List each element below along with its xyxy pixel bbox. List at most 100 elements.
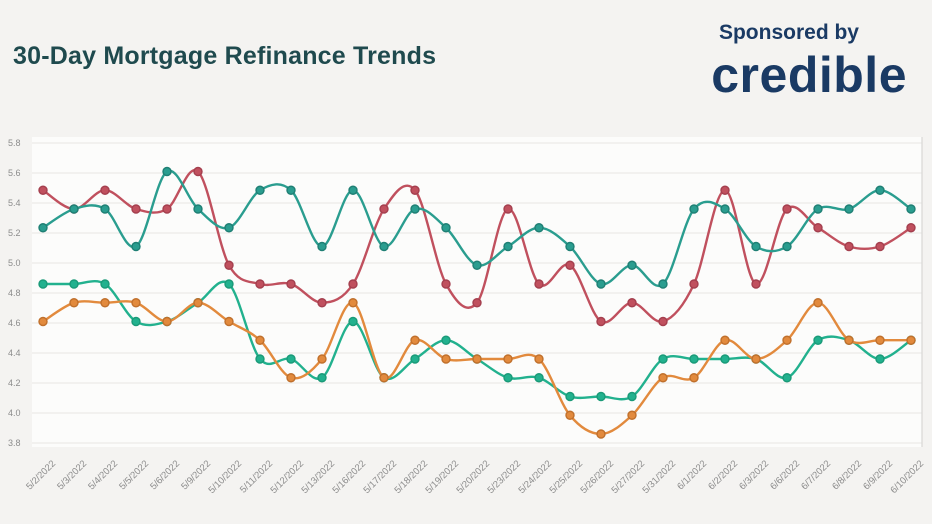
data-point [286,279,296,289]
data-point [844,335,854,345]
y-tick-label: 5.6 [8,168,21,178]
data-point [689,354,699,364]
data-point [69,279,79,289]
data-point [255,354,265,364]
data-point [844,241,854,252]
data-point [162,316,172,327]
data-point [596,391,606,402]
data-point [906,335,916,345]
page-title: 30-Day Mortgage Refinance Trends [13,42,437,70]
y-tick-label: 5.4 [8,198,21,208]
sponsor-block: Sponsored by credible [711,20,907,102]
x-tick-label: 6/10/2022 [888,458,926,496]
y-tick-label: 3.8 [8,438,21,448]
chart-series-red-line [38,166,916,327]
y-tick-label: 4.4 [8,348,21,358]
data-point [317,373,327,383]
data-point [875,241,885,252]
data-point [782,241,792,252]
data-point [782,335,792,345]
x-axis-labels: 5/2/20225/3/20225/4/20225/5/20225/6/2022… [24,458,926,496]
x-tick-label: 6/6/2022 [768,458,802,492]
data-point [410,185,420,195]
data-point [720,335,730,345]
x-tick-label: 5/5/2022 [117,458,151,492]
data-point [782,373,792,383]
data-point [813,335,823,345]
data-point [162,166,172,177]
y-tick-label: 5.8 [8,138,21,148]
data-point [131,241,141,252]
data-point [596,429,606,439]
data-point [503,373,513,383]
data-point [472,260,482,270]
data-point [875,354,885,364]
data-point [720,354,730,364]
data-point [534,223,544,233]
data-point [379,241,389,252]
data-point [565,260,575,270]
data-point [472,354,482,364]
data-point [38,316,48,327]
data-point [100,185,110,195]
x-tick-label: 5/31/2022 [640,458,678,496]
data-point [193,298,203,308]
data-point [813,298,823,308]
data-point [751,241,761,252]
data-point [751,354,761,364]
data-point [131,316,141,327]
data-point [410,354,420,364]
data-point [720,204,730,214]
x-tick-label: 6/1/2022 [675,458,709,492]
x-tick-label: 6/7/2022 [799,458,833,492]
data-point [286,354,296,364]
data-point [69,204,79,214]
data-point [441,335,451,345]
data-point [410,204,420,214]
data-point [658,354,668,364]
data-point [472,298,482,308]
data-point [162,204,172,214]
data-point [38,185,48,195]
data-point [255,279,265,289]
y-tick-label: 4.2 [8,378,21,388]
data-point [255,185,265,195]
y-tick-label: 4.8 [8,288,21,298]
data-point [782,204,792,214]
data-point [193,204,203,214]
data-point [317,354,327,364]
data-point [534,354,544,364]
sponsored-by-label: Sponsored by [718,21,859,44]
data-point [100,279,110,289]
data-point [503,354,513,364]
y-tick-label: 5.0 [8,258,21,268]
data-point [689,373,699,383]
data-point [410,335,420,345]
data-point [627,391,637,402]
data-point [906,204,916,214]
data-point [596,316,606,327]
data-point [131,204,141,214]
data-point [627,410,637,420]
x-tick-label: 5/10/2022 [206,458,244,496]
data-point [224,316,234,327]
data-point [38,223,48,233]
data-point [224,279,234,289]
x-tick-label: 6/2/2022 [706,458,740,492]
data-point [100,298,110,308]
data-point [441,223,451,233]
data-point [69,298,79,308]
data-point [689,279,699,289]
y-axis-labels: 5.8 5.6 5.4 5.2 5.0 4.8 4.6 4.4 4.2 4.0 3.8 [8,138,21,448]
data-point [38,279,48,289]
plot-area [32,137,922,447]
data-point [286,185,296,195]
data-point [379,204,389,214]
data-point [100,204,110,214]
x-tick-label: 5/4/2022 [86,458,120,492]
data-point [534,279,544,289]
data-point [441,279,451,289]
data-point [224,223,234,233]
data-point [317,241,327,252]
